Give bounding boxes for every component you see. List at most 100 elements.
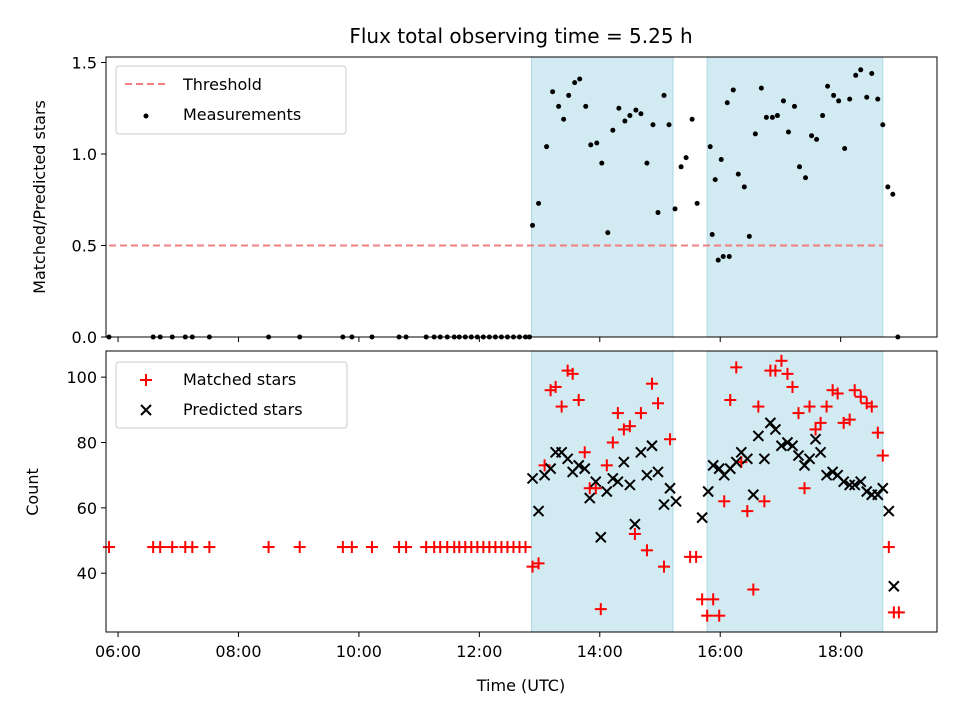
legend-measurements-swatch [143, 113, 149, 119]
legend-predicted-label: Predicted stars [183, 400, 303, 419]
matched-point [747, 583, 760, 596]
predicted-point [646, 440, 658, 452]
y-tick-label: 60 [77, 499, 97, 518]
measurement-point [890, 191, 896, 197]
matched-point [594, 603, 607, 616]
matched-point [882, 541, 895, 554]
series-predicted-stars [526, 417, 900, 592]
matched-point [854, 390, 867, 403]
predicted-point [635, 446, 647, 458]
measurement-point [741, 184, 747, 190]
shaded-interval [531, 56, 674, 338]
measurement-point [780, 98, 786, 104]
matched-point [892, 606, 905, 619]
predicted-point [561, 453, 574, 465]
matched-point [640, 544, 653, 557]
matched-point [154, 541, 167, 554]
measurement-point [672, 206, 678, 212]
predicted-point [624, 479, 636, 491]
bottom-axes-frame [105, 350, 938, 633]
matched-point [526, 560, 539, 573]
matched-point [519, 541, 532, 554]
matched-point [814, 416, 827, 429]
predicted-point [786, 440, 799, 452]
measurement-point [803, 175, 809, 181]
top-legend-box [115, 65, 347, 135]
measurement-point [544, 144, 550, 150]
measurement-point [536, 200, 542, 206]
matched-point [701, 609, 714, 622]
matched-point [293, 541, 306, 554]
top-y-ticks: 0.0 0.5 1.0 1.5 [72, 53, 106, 347]
series-matched-stars [103, 354, 905, 622]
predicted-point [814, 446, 827, 458]
top-legend: Threshold Measurements [115, 65, 347, 135]
x-tick-label: 12:00 [456, 642, 502, 661]
measurement-point [709, 232, 715, 238]
measurement-point [644, 160, 650, 166]
matched-point [837, 416, 850, 429]
matched-point [262, 541, 275, 554]
measurement-point [791, 103, 797, 109]
shaded-interval [531, 350, 674, 633]
predicted-point [572, 459, 585, 472]
measurement-point [712, 177, 718, 183]
matched-point [843, 413, 856, 426]
predicted-point [855, 475, 867, 488]
measurement-point [763, 114, 769, 120]
matched-point [718, 495, 731, 508]
measurement-point [678, 164, 684, 170]
matched-point [623, 420, 636, 433]
predicted-point [752, 430, 765, 442]
legend-matched-label: Matched stars [183, 370, 296, 389]
top-panel: 0.0 0.5 1.0 1.5 Matched/Predicted stars Thr… [30, 53, 938, 347]
measurement-point [572, 80, 578, 86]
top-x-ticks [117, 337, 842, 342]
measurement-point [556, 103, 562, 109]
predicted-point [612, 475, 624, 488]
matched-point [871, 426, 884, 439]
measurement-point [847, 96, 853, 102]
matched-point [345, 541, 358, 554]
measurement-point [707, 144, 713, 150]
matched-point [203, 541, 216, 554]
top-series [106, 67, 901, 340]
matched-point [628, 527, 641, 540]
measurement-point [666, 122, 672, 128]
matched-point [690, 550, 703, 563]
y-tick-label: 40 [77, 564, 97, 583]
matched-point [713, 609, 726, 622]
x-tick-label: 18:00 [818, 642, 864, 661]
x-tick-label: 16:00 [697, 642, 743, 661]
bottom-y-axis-label: Count [23, 468, 42, 516]
measurement-point [758, 85, 764, 91]
measurement-point [864, 94, 870, 100]
matched-point [707, 593, 720, 606]
measurement-point [550, 89, 556, 95]
predicted-point [848, 479, 861, 491]
matched-point [555, 400, 568, 413]
matched-point [658, 560, 671, 573]
measurement-point [809, 133, 815, 139]
bottom-series [103, 354, 905, 622]
matched-point [724, 394, 737, 407]
measurement-point [566, 92, 572, 98]
measurement-point [842, 146, 848, 152]
matched-point [758, 495, 771, 508]
y-tick-label: 1.0 [72, 145, 97, 164]
measurement-point [599, 160, 605, 166]
measurement-point [530, 222, 536, 228]
predicted-point [658, 498, 670, 511]
predicted-point [670, 495, 682, 508]
matched-point [809, 423, 822, 436]
predicted-point [826, 466, 839, 478]
predicted-point [781, 436, 794, 449]
x-tick-label: 14:00 [577, 642, 623, 661]
y-tick-label: 1.5 [72, 53, 97, 72]
predicted-point [747, 489, 760, 501]
y-tick-label: 80 [77, 433, 97, 452]
measurement-point [820, 113, 826, 119]
matched-point [798, 482, 811, 495]
predicted-point [803, 453, 816, 465]
measurement-point [752, 131, 758, 137]
